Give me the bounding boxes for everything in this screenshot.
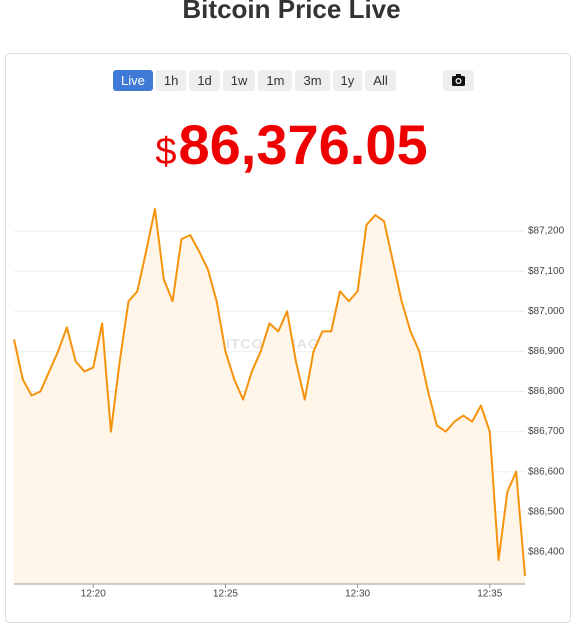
live-price: $86,376.05 (0, 112, 583, 177)
y-tick-label: $87,100 (528, 266, 565, 277)
range-button[interactable]: All (365, 70, 396, 91)
x-tick-label: 12:30 (345, 589, 370, 600)
y-tick-label: $87,200 (528, 226, 565, 237)
y-tick-label: $86,900 (528, 346, 565, 357)
y-tick-label: $86,800 (528, 386, 565, 397)
chart: BITCOIN MAGAZINE PRO$86,400$86,500$86,60… (13, 208, 565, 600)
page-title: Bitcoin Price Live (182, 0, 401, 24)
x-tick-label: 12:35 (477, 589, 502, 600)
y-tick-label: $87,000 (528, 306, 565, 317)
range-button[interactable]: 3m (295, 70, 330, 91)
screenshot-button[interactable] (443, 70, 474, 91)
x-tick-label: 12:20 (81, 589, 106, 600)
camera-icon (452, 74, 465, 86)
range-button[interactable]: 1y (332, 70, 363, 91)
range-button[interactable]: 1w (222, 70, 256, 91)
range-button[interactable]: Live (113, 70, 153, 91)
range-button[interactable]: 1h (155, 70, 187, 91)
y-tick-label: $86,700 (528, 426, 565, 437)
range-button[interactable]: 1d (189, 70, 220, 91)
price-area (14, 209, 525, 585)
range-button[interactable]: 1m (258, 70, 293, 91)
range-buttons: Live 1h 1d 1w 1m 3m 1y All (113, 70, 396, 91)
y-tick-label: $86,400 (528, 547, 565, 558)
y-tick-label: $86,500 (528, 506, 565, 517)
price-value: 86,376.05 (178, 113, 428, 176)
currency-symbol: $ (155, 131, 177, 173)
y-tick-label: $86,600 (528, 466, 565, 477)
x-tick-label: 12:25 (213, 589, 238, 600)
price-line (13, 208, 526, 577)
